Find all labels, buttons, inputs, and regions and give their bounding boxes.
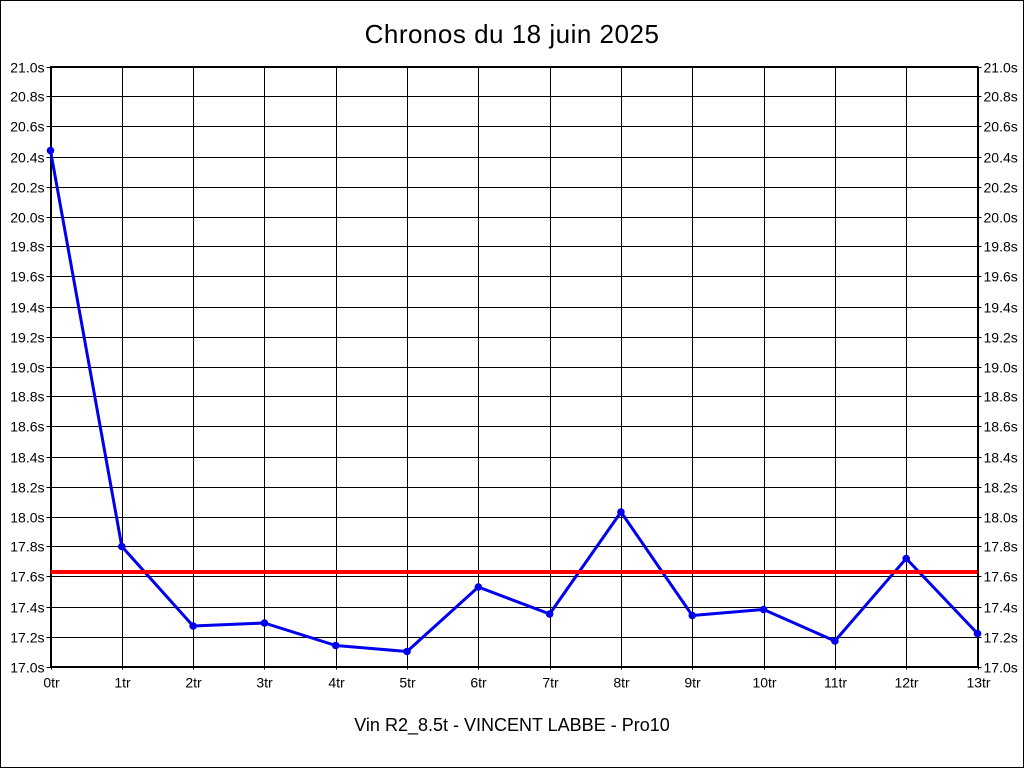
y-tick-label-left: 21.0s — [10, 60, 44, 76]
gridlines — [46, 66, 982, 670]
data-point-marker — [118, 542, 126, 551]
x-tick-label: 8tr — [613, 675, 630, 691]
data-series — [46, 146, 982, 656]
y-tick-label-left: 20.2s — [10, 180, 44, 196]
x-tick-label: 5tr — [399, 675, 416, 691]
x-tick-label: 3tr — [256, 675, 273, 691]
y-tick-label-right: 19.8s — [984, 239, 1018, 255]
y-tick-label-right: 19.0s — [984, 360, 1018, 376]
y-tick-label-right: 18.6s — [984, 419, 1018, 435]
chart-subtitle: Vin R2_8.5t - VINCENT LABBE - Pro10 — [354, 715, 670, 735]
y-tick-label-left: 20.6s — [10, 119, 44, 135]
data-point-marker — [189, 622, 197, 630]
y-tick-label-right: 19.6s — [984, 269, 1018, 285]
y-tick-label-right: 18.8s — [984, 389, 1018, 405]
y-tick-label-right: 18.2s — [984, 480, 1018, 496]
chart-title: Chronos du 18 juin 2025 — [364, 19, 660, 49]
y-tick-label-left: 17.8s — [10, 539, 44, 555]
x-tick-label: 0tr — [43, 675, 60, 691]
data-point-marker — [902, 554, 910, 563]
data-point-marker — [617, 508, 625, 516]
y-tick-label-left: 19.0s — [10, 360, 44, 376]
data-point-marker — [403, 647, 411, 656]
y-tick-label-left: 18.2s — [10, 480, 44, 496]
x-tick-label: 4tr — [328, 675, 345, 691]
x-tick-label: 13tr — [966, 675, 990, 691]
x-tick-label: 7tr — [542, 675, 559, 691]
x-tick-label: 11tr — [824, 675, 847, 691]
x-tick-label: 6tr — [470, 675, 487, 691]
y-tick-label-right: 17.8s — [984, 539, 1018, 555]
data-point-marker — [260, 619, 269, 627]
y-tick-label-left: 17.0s — [10, 660, 44, 676]
y-tick-label-right: 19.4s — [984, 300, 1018, 316]
x-tick-label: 1tr — [114, 675, 131, 691]
data-point-marker — [545, 610, 554, 618]
y-tick-label-right: 20.8s — [984, 89, 1018, 105]
y-tick-label-left: 18.8s — [10, 389, 44, 405]
y-tick-label-right: 20.0s — [984, 210, 1018, 226]
y-tick-label-left: 19.2s — [10, 330, 44, 346]
x-tick-label: 9tr — [684, 675, 701, 691]
y-tick-label-right: 17.6s — [984, 569, 1018, 585]
y-tick-label-right: 20.4s — [984, 150, 1018, 166]
x-tick-label: 10tr — [752, 675, 776, 691]
y-tick-label-left: 19.8s — [10, 239, 44, 255]
data-point-marker — [331, 641, 340, 650]
y-tick-label-left: 18.4s — [10, 450, 44, 466]
axis-labels: 17.0s 17.0s 17.2s 17.2s 17.4s 17.4s 17.6s 17.6s… — [10, 60, 1018, 691]
data-point-marker — [46, 146, 55, 155]
y-tick-label-right: 19.2s — [984, 330, 1018, 346]
y-tick-label-left: 17.4s — [10, 600, 44, 616]
y-tick-label-left: 18.6s — [10, 419, 44, 435]
data-point-marker — [759, 605, 768, 614]
data-point-marker — [688, 611, 697, 620]
y-tick-label-right: 20.6s — [984, 119, 1018, 135]
y-tick-label-right: 17.0s — [984, 660, 1018, 676]
data-point-marker — [973, 629, 982, 638]
y-tick-label-right: 17.2s — [984, 630, 1018, 646]
y-tick-label-right: 18.0s — [984, 510, 1018, 526]
y-tick-label-left: 20.8s — [10, 89, 44, 105]
y-tick-label-left: 20.4s — [10, 150, 44, 166]
y-tick-label-left: 19.6s — [10, 269, 44, 285]
data-point-marker — [474, 583, 483, 591]
y-tick-label-left: 19.4s — [10, 300, 44, 316]
y-tick-label-left: 18.0s — [10, 510, 44, 526]
y-tick-label-right: 20.2s — [984, 180, 1018, 196]
series-line — [49, 149, 979, 653]
y-tick-label-left: 17.6s — [10, 569, 44, 585]
data-point-marker — [831, 637, 839, 645]
y-tick-label-left: 17.2s — [10, 630, 44, 646]
y-tick-label-right: 18.4s — [984, 450, 1018, 466]
x-tick-label: 12tr — [894, 675, 918, 691]
y-tick-label-right: 21.0s — [984, 60, 1018, 76]
y-tick-label-right: 17.4s — [984, 600, 1018, 616]
x-tick-label: 2tr — [185, 675, 202, 691]
plot-border — [50, 66, 978, 667]
y-tick-label-left: 20.0s — [10, 210, 44, 226]
